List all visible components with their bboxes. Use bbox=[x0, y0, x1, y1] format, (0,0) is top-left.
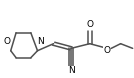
Text: O: O bbox=[86, 20, 93, 29]
Text: N: N bbox=[38, 37, 44, 46]
Text: N: N bbox=[68, 66, 74, 75]
Text: O: O bbox=[103, 46, 110, 55]
Text: O: O bbox=[4, 37, 11, 46]
